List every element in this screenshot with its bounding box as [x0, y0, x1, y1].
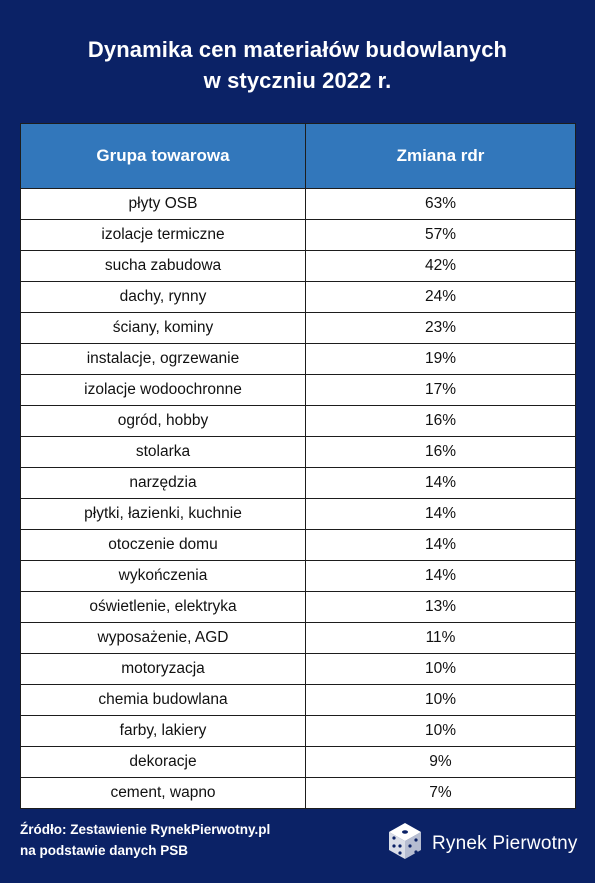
- cell-change: 42%: [424, 257, 457, 274]
- cell-group: sucha zabudowa: [21, 251, 306, 281]
- cell-change: 19%: [424, 350, 457, 367]
- table-row: sucha zabudowa 42%: [21, 251, 575, 282]
- brand-name: Rynek Pierwotny: [432, 832, 578, 854]
- cell-change: 14%: [424, 505, 457, 522]
- table-row: dekoracje 9%: [21, 747, 575, 778]
- table-row: płytki, łazienki, kuchnie 14%: [21, 499, 575, 530]
- cell-group: wyposażenie, AGD: [21, 623, 306, 653]
- table-row: farby, lakiery 10%: [21, 716, 575, 747]
- cell-change: 9%: [429, 753, 452, 770]
- table-row: izolacje wodoochronne 17%: [21, 375, 575, 406]
- cell-group: płyty OSB: [21, 189, 306, 219]
- dice-cube-icon: [388, 822, 422, 865]
- cell-group: dachy, rynny: [21, 282, 306, 312]
- cell-change: 14%: [424, 567, 457, 584]
- cell-change: 24%: [424, 288, 457, 305]
- cell-group: stolarka: [21, 437, 306, 467]
- source-line-1: Źródło: Zestawienie RynekPierwotny.pl: [20, 822, 271, 837]
- table-row: izolacje termiczne 57%: [21, 220, 575, 251]
- column-header-group: Grupa towarowa: [21, 124, 306, 188]
- cell-change: 10%: [424, 722, 457, 739]
- table-row: wyposażenie, AGD 11%: [21, 623, 575, 654]
- title-line-2: w styczniu 2022 r.: [203, 68, 392, 93]
- chart-title: Dynamika cen materiałów budowlanych w st…: [0, 34, 595, 96]
- cell-group: cement, wapno: [21, 778, 306, 808]
- cell-group: otoczenie domu: [21, 530, 306, 560]
- source-line-2: na podstawie danych PSB: [20, 843, 189, 858]
- cell-change: 7%: [429, 784, 452, 801]
- cell-group: izolacje wodoochronne: [21, 375, 306, 405]
- table-row: stolarka 16%: [21, 437, 575, 468]
- cell-group: oświetlenie, elektryka: [21, 592, 306, 622]
- table-row: wykończenia 14%: [21, 561, 575, 592]
- cell-group: płytki, łazienki, kuchnie: [21, 499, 306, 529]
- cell-change: 17%: [424, 381, 457, 398]
- table-row: płyty OSB 63%: [21, 189, 575, 220]
- cell-group: narzędzia: [21, 468, 306, 498]
- cell-change: 10%: [424, 660, 457, 677]
- cell-group: ściany, kominy: [21, 313, 306, 343]
- title-line-1: Dynamika cen materiałów budowlanych: [87, 37, 508, 62]
- table-row: chemia budowlana 10%: [21, 685, 575, 716]
- cell-group: dekoracje: [21, 747, 306, 777]
- cell-change: 10%: [424, 691, 457, 708]
- table-row: ogród, hobby 16%: [21, 406, 575, 437]
- table-row: cement, wapno 7%: [21, 778, 575, 808]
- cell-group: farby, lakiery: [21, 716, 306, 746]
- cell-group: izolacje termiczne: [21, 220, 306, 250]
- cell-group: instalacje, ogrzewanie: [21, 344, 306, 374]
- table-row: narzędzia 14%: [21, 468, 575, 499]
- cell-change: 13%: [424, 598, 457, 615]
- cell-change: 14%: [424, 474, 457, 491]
- table-row: motoryzacja 10%: [21, 654, 575, 685]
- table-body: płyty OSB 63% izolacje termiczne 57% sucha z…: [21, 189, 575, 808]
- cell-group: ogród, hobby: [21, 406, 306, 436]
- table-row: otoczenie domu 14%: [21, 530, 575, 561]
- table-row: dachy, rynny 24%: [21, 282, 575, 313]
- table-row: instalacje, ogrzewanie 19%: [21, 344, 575, 375]
- cell-group: motoryzacja: [21, 654, 306, 684]
- brand-logo: Rynek Pierwotny: [388, 822, 578, 865]
- table-row: ściany, kominy 23%: [21, 313, 575, 344]
- table-row: oświetlenie, elektryka 13%: [21, 592, 575, 623]
- cell-change: 23%: [424, 319, 457, 336]
- price-change-table: Grupa towarowa Zmiana rdr płyty OSB 63% iz…: [20, 123, 576, 809]
- cell-change: 16%: [424, 443, 457, 460]
- cell-change: 14%: [424, 536, 457, 553]
- table-header: Grupa towarowa Zmiana rdr: [21, 124, 575, 189]
- cell-change: 63%: [424, 195, 457, 212]
- source-note: Źródło: Zestawienie RynekPierwotny.pl na…: [20, 819, 270, 861]
- cell-group: wykończenia: [21, 561, 306, 591]
- column-header-change: Zmiana rdr: [396, 146, 485, 165]
- cell-change: 11%: [425, 629, 456, 646]
- cell-group: chemia budowlana: [21, 685, 306, 715]
- cell-change: 16%: [424, 412, 457, 429]
- cell-change: 57%: [424, 226, 457, 243]
